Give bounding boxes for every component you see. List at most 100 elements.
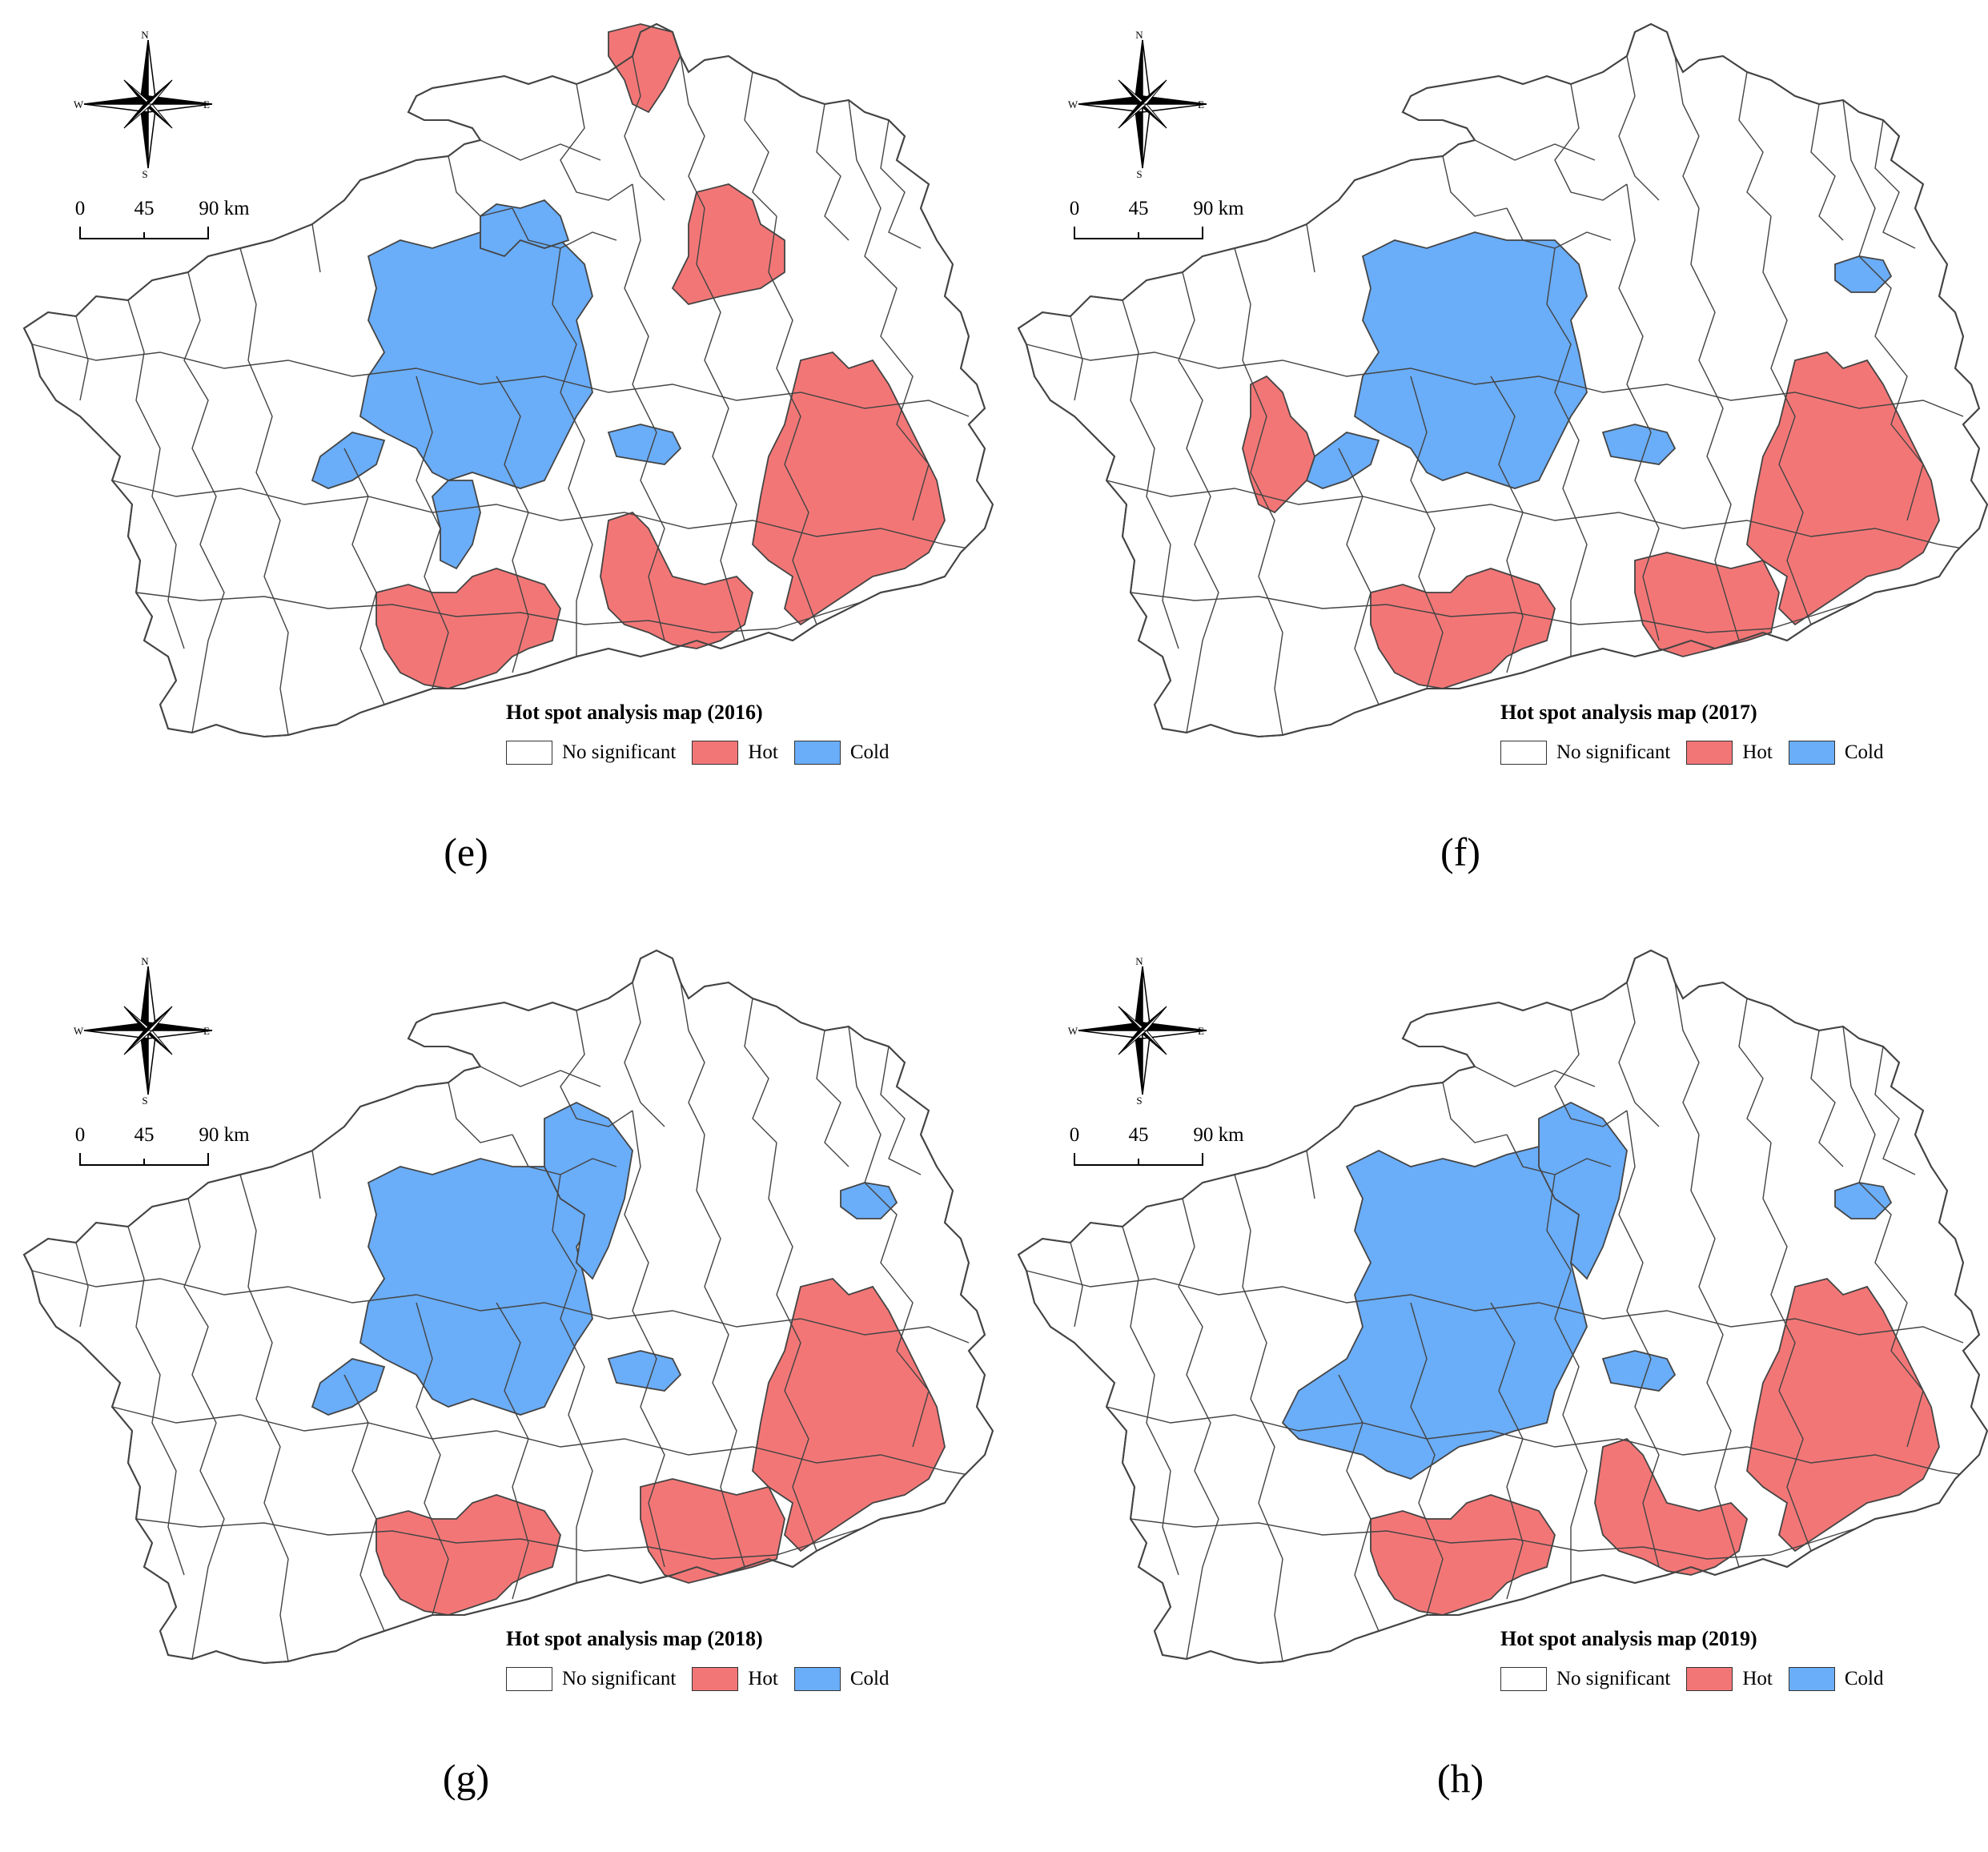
map-title: Hot spot analysis map (2019) [1500, 1627, 1757, 1650]
map-legend: No significant Hot Cold [1500, 1667, 1899, 1691]
north-arrow-icon [83, 39, 213, 169]
map-legend: No significant Hot Cold [506, 741, 905, 765]
panel-label: (e) [444, 830, 488, 874]
north-arrow-icon [1078, 39, 1207, 169]
legend-cold-label: Cold [1844, 1668, 1884, 1689]
legend-hot-label: Hot [748, 1668, 778, 1689]
map-legend: No significant Hot Cold [1500, 741, 1899, 765]
cold-spot-region [1601, 1350, 1677, 1392]
compass-e-label: E [1198, 1025, 1204, 1037]
legend-hot-swatch [692, 1667, 739, 1691]
panel-label: (g) [442, 1756, 490, 1801]
hot-spot-region [752, 352, 946, 626]
compass-e-label: E [203, 98, 210, 110]
district-boundaries [1026, 55, 1987, 736]
hot-spot-region [608, 23, 681, 114]
district-boundaries [31, 55, 993, 736]
scale-bar: 0 45 90 km [1070, 198, 1244, 239]
scale-tick-label: 0 [75, 198, 86, 219]
legend-no-significant-label: No significant [1556, 1668, 1671, 1689]
north-arrow-icon [83, 966, 213, 1095]
compass-w-label: W [74, 98, 84, 110]
cold-spot-region [311, 432, 386, 489]
map-panel-e: N S W E 0 45 90 km Hot spot analysis map (2016)… [0, 0, 994, 926]
map-title: Hot spot analysis map (2016) [506, 701, 763, 724]
hot-spot-region [1746, 352, 1940, 626]
scale-tick-label: 45 [135, 1124, 155, 1146]
cold-spot-region [311, 1358, 386, 1416]
scale-tick-label: 90 km [199, 198, 250, 219]
map-panel-f: N S W E 0 45 90 km Hot spot analysis map (2017)… [994, 0, 1988, 926]
cold-spot-region [1601, 424, 1677, 465]
legend-no-significant-swatch [506, 741, 552, 765]
legend-cold-swatch [1788, 741, 1835, 765]
hot-spot-region [1634, 552, 1780, 657]
map-title: Hot spot analysis map (2018) [506, 1627, 763, 1650]
hot-spot-region [376, 1494, 561, 1616]
legend-hot-swatch [692, 741, 739, 765]
cold-spot-region [607, 1350, 682, 1392]
cold-spot-region [1834, 255, 1893, 293]
scale-tick-label: 90 km [1193, 198, 1244, 219]
legend-no-significant-label: No significant [562, 741, 677, 763]
compass-n-label: N [1135, 29, 1143, 41]
compass-n-label: N [141, 955, 149, 967]
map-panel-g: N S W E 0 45 90 km Hot spot analysis map (2018)… [0, 926, 994, 1852]
hot-spot-region [1746, 1278, 1940, 1553]
map-panel-h: N S W E 0 45 90 km Hot spot analysis map (2019)… [994, 926, 1988, 1852]
compass-s-label: S [1136, 168, 1142, 180]
legend-cold-swatch [793, 1667, 841, 1691]
scale-bar: 0 45 90 km [1070, 1124, 1244, 1166]
region-map: N S W E 0 45 90 km [1017, 949, 1988, 1665]
compass-w-label: W [1068, 1025, 1078, 1037]
compass-n-label: N [1135, 955, 1143, 967]
cold-spot-region [1834, 1182, 1893, 1219]
scale-tick-label: 90 km [199, 1124, 250, 1146]
district-boundaries [1026, 982, 1987, 1662]
legend-no-significant-label: No significant [1556, 741, 1671, 763]
scale-bar: 0 45 90 km [75, 1124, 250, 1166]
map-title: Hot spot analysis map (2017) [1500, 701, 1757, 724]
cold-spot-region [480, 199, 570, 258]
scale-tick-label: 0 [1070, 1124, 1080, 1146]
legend-hot-label: Hot [748, 741, 778, 763]
legend-cold-label: Cold [849, 741, 890, 763]
scale-tick-label: 90 km [1193, 1124, 1244, 1146]
panel-label: (f) [1440, 830, 1480, 874]
north-arrow-icon [1078, 966, 1207, 1095]
map-legend: No significant Hot Cold [506, 1667, 905, 1691]
legend-hot-swatch [1686, 1667, 1733, 1691]
hot-spot-region [1594, 1437, 1748, 1576]
hot-spot-region [1370, 1494, 1556, 1616]
compass-s-label: S [142, 1095, 147, 1107]
scale-tick-label: 0 [75, 1124, 86, 1146]
panel-label: (h) [1436, 1756, 1484, 1801]
hot-spot-region [640, 1478, 785, 1584]
region-map: N S W E 0 45 90 km [1017, 22, 1988, 738]
cold-spot-region [840, 1182, 898, 1219]
scale-tick-label: 0 [1070, 198, 1080, 219]
legend-cold-label: Cold [849, 1668, 890, 1689]
region-map: N S W E 0 45 90 km [22, 949, 994, 1665]
hot-spot-region [600, 511, 753, 649]
scale-tick-label: 45 [135, 198, 155, 219]
legend-cold-swatch [1788, 1667, 1835, 1691]
compass-w-label: W [74, 1025, 84, 1037]
compass-e-label: E [203, 1025, 210, 1037]
legend-no-significant-swatch [1500, 1667, 1547, 1691]
cold-spot-region [607, 424, 682, 465]
region-map: N S W E 0 45 90 km [22, 22, 994, 738]
hot-spot-region [376, 568, 561, 689]
hot-spot-region [671, 183, 785, 305]
legend-cold-swatch [793, 741, 841, 765]
compass-e-label: E [1198, 98, 1204, 110]
legend-cold-label: Cold [1844, 741, 1884, 763]
legend-hot-label: Hot [1742, 741, 1773, 763]
compass-s-label: S [1136, 1095, 1142, 1107]
district-boundaries [31, 982, 993, 1662]
legend-no-significant-label: No significant [562, 1668, 677, 1689]
legend-no-significant-swatch [1500, 741, 1547, 765]
compass-n-label: N [141, 29, 149, 41]
legend-no-significant-swatch [506, 1667, 552, 1691]
legend-hot-swatch [1686, 741, 1733, 765]
